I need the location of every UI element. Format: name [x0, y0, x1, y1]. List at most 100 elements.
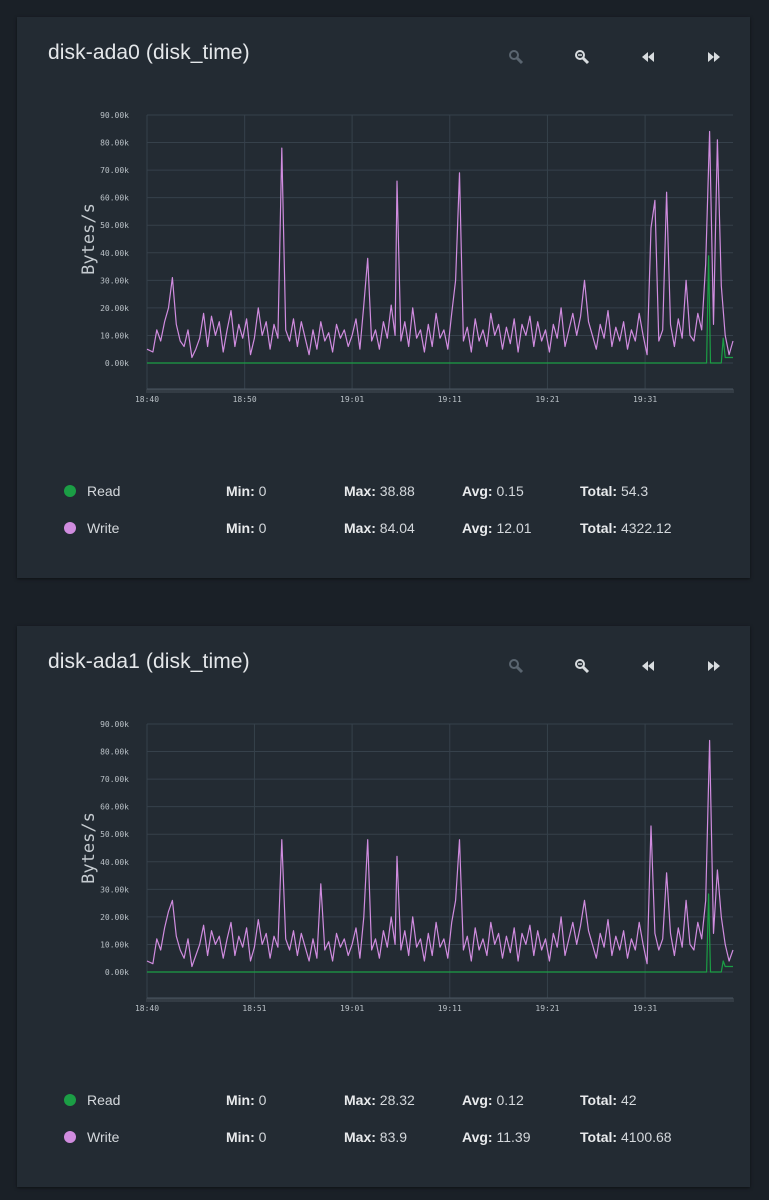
read-color-dot: [64, 485, 76, 497]
write-color-dot: [64, 522, 76, 534]
fast-forward-button[interactable]: [699, 654, 729, 678]
y-tick-label: 70.00k: [100, 166, 129, 175]
x-tick-label: 19:11: [438, 1004, 462, 1013]
max-label: Max:: [344, 1129, 376, 1145]
total-label: Total:: [580, 1092, 618, 1108]
avg-value: 0.15: [496, 483, 524, 499]
avg-label: Avg:: [462, 1092, 493, 1108]
avg-label: Avg:: [462, 483, 493, 499]
x-tick-label: 19:31: [633, 1004, 657, 1013]
zoom-out-icon: [575, 659, 590, 674]
y-axis-label: Bytes/s: [79, 203, 99, 275]
min-label: Min:: [226, 520, 255, 536]
min-value: 0: [258, 520, 267, 536]
rewind-button[interactable]: [633, 45, 663, 69]
y-tick-label: 0.00k: [105, 359, 129, 368]
fast-forward-button[interactable]: [699, 45, 729, 69]
max-value: 28.32: [379, 1092, 415, 1108]
y-tick-label: 80.00k: [100, 139, 129, 148]
series-line-read: [147, 893, 733, 973]
zoom-in-icon: [509, 659, 524, 674]
y-tick-label: 30.00k: [100, 885, 129, 894]
series-name[interactable]: Write: [87, 1129, 120, 1145]
zoom-out-button[interactable]: [567, 45, 597, 69]
y-tick-label: 80.00k: [100, 748, 129, 757]
x-tick-label: 19:31: [633, 395, 657, 404]
zoom-in-icon: [509, 50, 524, 65]
chart-card-ada1: disk-ada1 (disk_time) 0.00k 10.00k 20.00k 3…: [17, 626, 750, 1187]
max-value: 83.9: [379, 1129, 408, 1145]
min-value: 0: [258, 1092, 267, 1108]
y-tick-label: 70.00k: [100, 775, 129, 784]
zoom-in-button[interactable]: [501, 654, 531, 678]
series-name[interactable]: Read: [87, 483, 121, 499]
x-tick-label: 18:51: [242, 1004, 266, 1013]
rewind-icon: [642, 52, 654, 62]
x-tick-label: 19:21: [535, 395, 559, 404]
legend-row-read: Read Min: 0 Max: 38.88 Avg: 0.15 Total: …: [17, 481, 750, 501]
fast-forward-icon: [708, 661, 720, 671]
zoom-out-button[interactable]: [567, 654, 597, 678]
legend-row-write: Write Min: 0 Max: 83.9 Avg: 11.39 Total:…: [17, 1127, 750, 1147]
card-title: disk-ada0 (disk_time): [48, 41, 250, 64]
min-label: Min:: [226, 1129, 255, 1145]
series-name[interactable]: Read: [87, 1092, 121, 1108]
x-tick-label: 19:21: [535, 1004, 559, 1013]
min-label: Min:: [226, 1092, 255, 1108]
x-tick-label: 18:40: [135, 395, 159, 404]
max-label: Max:: [344, 520, 376, 536]
x-tick-label: 18:40: [135, 1004, 159, 1013]
y-tick-label: 90.00k: [100, 720, 129, 729]
y-tick-label: 30.00k: [100, 276, 129, 285]
y-tick-label: 50.00k: [100, 830, 129, 839]
y-tick-label: 60.00k: [100, 194, 129, 203]
y-tick-label: 50.00k: [100, 221, 129, 230]
chart-card-ada0: disk-ada0 (disk_time) 0.00k 10.00k 20.00k 3…: [17, 17, 750, 578]
series-line-write: [146, 130, 734, 359]
y-tick-label: 90.00k: [100, 111, 129, 120]
y-tick-label: 20.00k: [100, 304, 129, 313]
series-line-read: [147, 255, 733, 364]
x-tick-label: 18:50: [233, 395, 257, 404]
min-label: Min:: [226, 483, 255, 499]
line-chart: 0.00k 10.00k 20.00k 30.00k 40.00k 50.00k 60.00…: [79, 720, 734, 1013]
zoom-in-button[interactable]: [501, 45, 531, 69]
legend-row-read: Read Min: 0 Max: 28.32 Avg: 0.12 Total: …: [17, 1090, 750, 1110]
rewind-button[interactable]: [633, 654, 663, 678]
total-value: 42: [620, 1092, 637, 1108]
max-value: 38.88: [379, 483, 415, 499]
zoom-out-icon: [575, 50, 590, 65]
series-name[interactable]: Write: [87, 520, 120, 536]
write-color-dot: [64, 1131, 76, 1143]
total-label: Total:: [580, 483, 618, 499]
y-tick-label: 60.00k: [100, 803, 129, 812]
avg-value: 12.01: [496, 520, 532, 536]
y-tick-label: 40.00k: [100, 249, 129, 258]
avg-value: 11.39: [496, 1129, 531, 1145]
total-label: Total:: [580, 1129, 618, 1145]
y-tick-label: 10.00k: [100, 940, 129, 949]
min-value: 0: [258, 1129, 267, 1145]
min-value: 0: [258, 483, 267, 499]
series-line-write: [146, 739, 734, 968]
card-title: disk-ada1 (disk_time): [48, 650, 250, 673]
y-tick-label: 0.00k: [105, 968, 129, 977]
avg-value: 0.12: [496, 1092, 524, 1108]
total-value: 54.3: [620, 483, 649, 499]
avg-label: Avg:: [462, 1129, 493, 1145]
avg-label: Avg:: [462, 520, 493, 536]
y-tick-label: 20.00k: [100, 913, 129, 922]
x-tick-label: 19:01: [340, 1004, 364, 1013]
y-axis-label: Bytes/s: [79, 812, 99, 884]
total-label: Total:: [580, 520, 618, 536]
y-tick-label: 10.00k: [100, 331, 129, 340]
read-color-dot: [64, 1094, 76, 1106]
total-value: 4100.68: [620, 1129, 672, 1145]
line-chart: 0.00k 10.00k 20.00k 30.00k 40.00k 50.00k 60.00…: [79, 111, 734, 404]
fast-forward-icon: [708, 52, 720, 62]
max-label: Max:: [344, 1092, 376, 1108]
legend-row-write: Write Min: 0 Max: 84.04 Avg: 12.01 Total…: [17, 518, 750, 538]
x-tick-label: 19:11: [438, 395, 462, 404]
max-label: Max:: [344, 483, 376, 499]
x-tick-label: 19:01: [340, 395, 364, 404]
